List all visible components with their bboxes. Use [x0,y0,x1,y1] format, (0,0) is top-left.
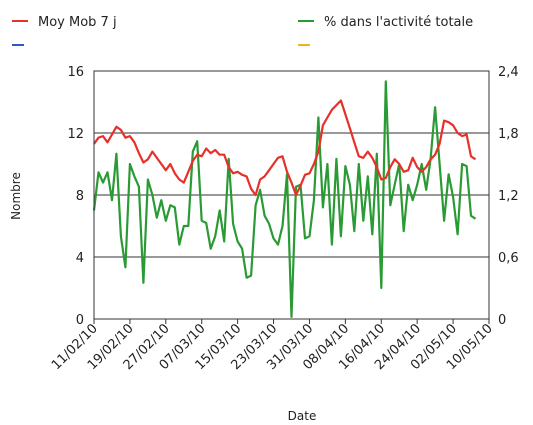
y-tick-label-left-2: 8 [76,189,84,204]
y-tick-label-left-1: 4 [76,251,84,266]
y-tick-label-left-3: 12 [67,127,84,142]
legend-label-pct-activite: % dans l'activité totale [324,15,473,30]
y-axis-right: 0 0,6 1,2 1,8 2,4 [498,65,519,328]
series-layer [92,80,477,318]
x-axis: 11/02/1019/02/1027/02/1007/03/1015/03/10… [49,319,496,373]
y-axis-title: Nombre [9,172,23,220]
series-line-moy-mob [93,99,477,197]
y-tick-label-right-1: 0,6 [498,251,519,266]
series-line-pct-activite [92,80,477,318]
gridlines [94,132,489,258]
legend: Moy Mob 7 j % dans l'activité totale [12,15,473,46]
y-tick-label-left-4: 16 [67,65,84,80]
y-tick-label-right-4: 2,4 [498,65,519,80]
x-axis-title: Date [288,409,317,423]
legend-label-moy-mob: Moy Mob 7 j [38,15,117,30]
y-tick-label-left-0: 0 [76,313,84,328]
y-axis-left: 0 4 8 12 16 [67,65,84,328]
plot-frame [93,70,490,320]
y-tick-label-right-3: 1,8 [498,127,519,142]
y-tick-label-right-2: 1,2 [498,189,519,204]
y-tick-label-right-0: 0 [498,313,506,328]
